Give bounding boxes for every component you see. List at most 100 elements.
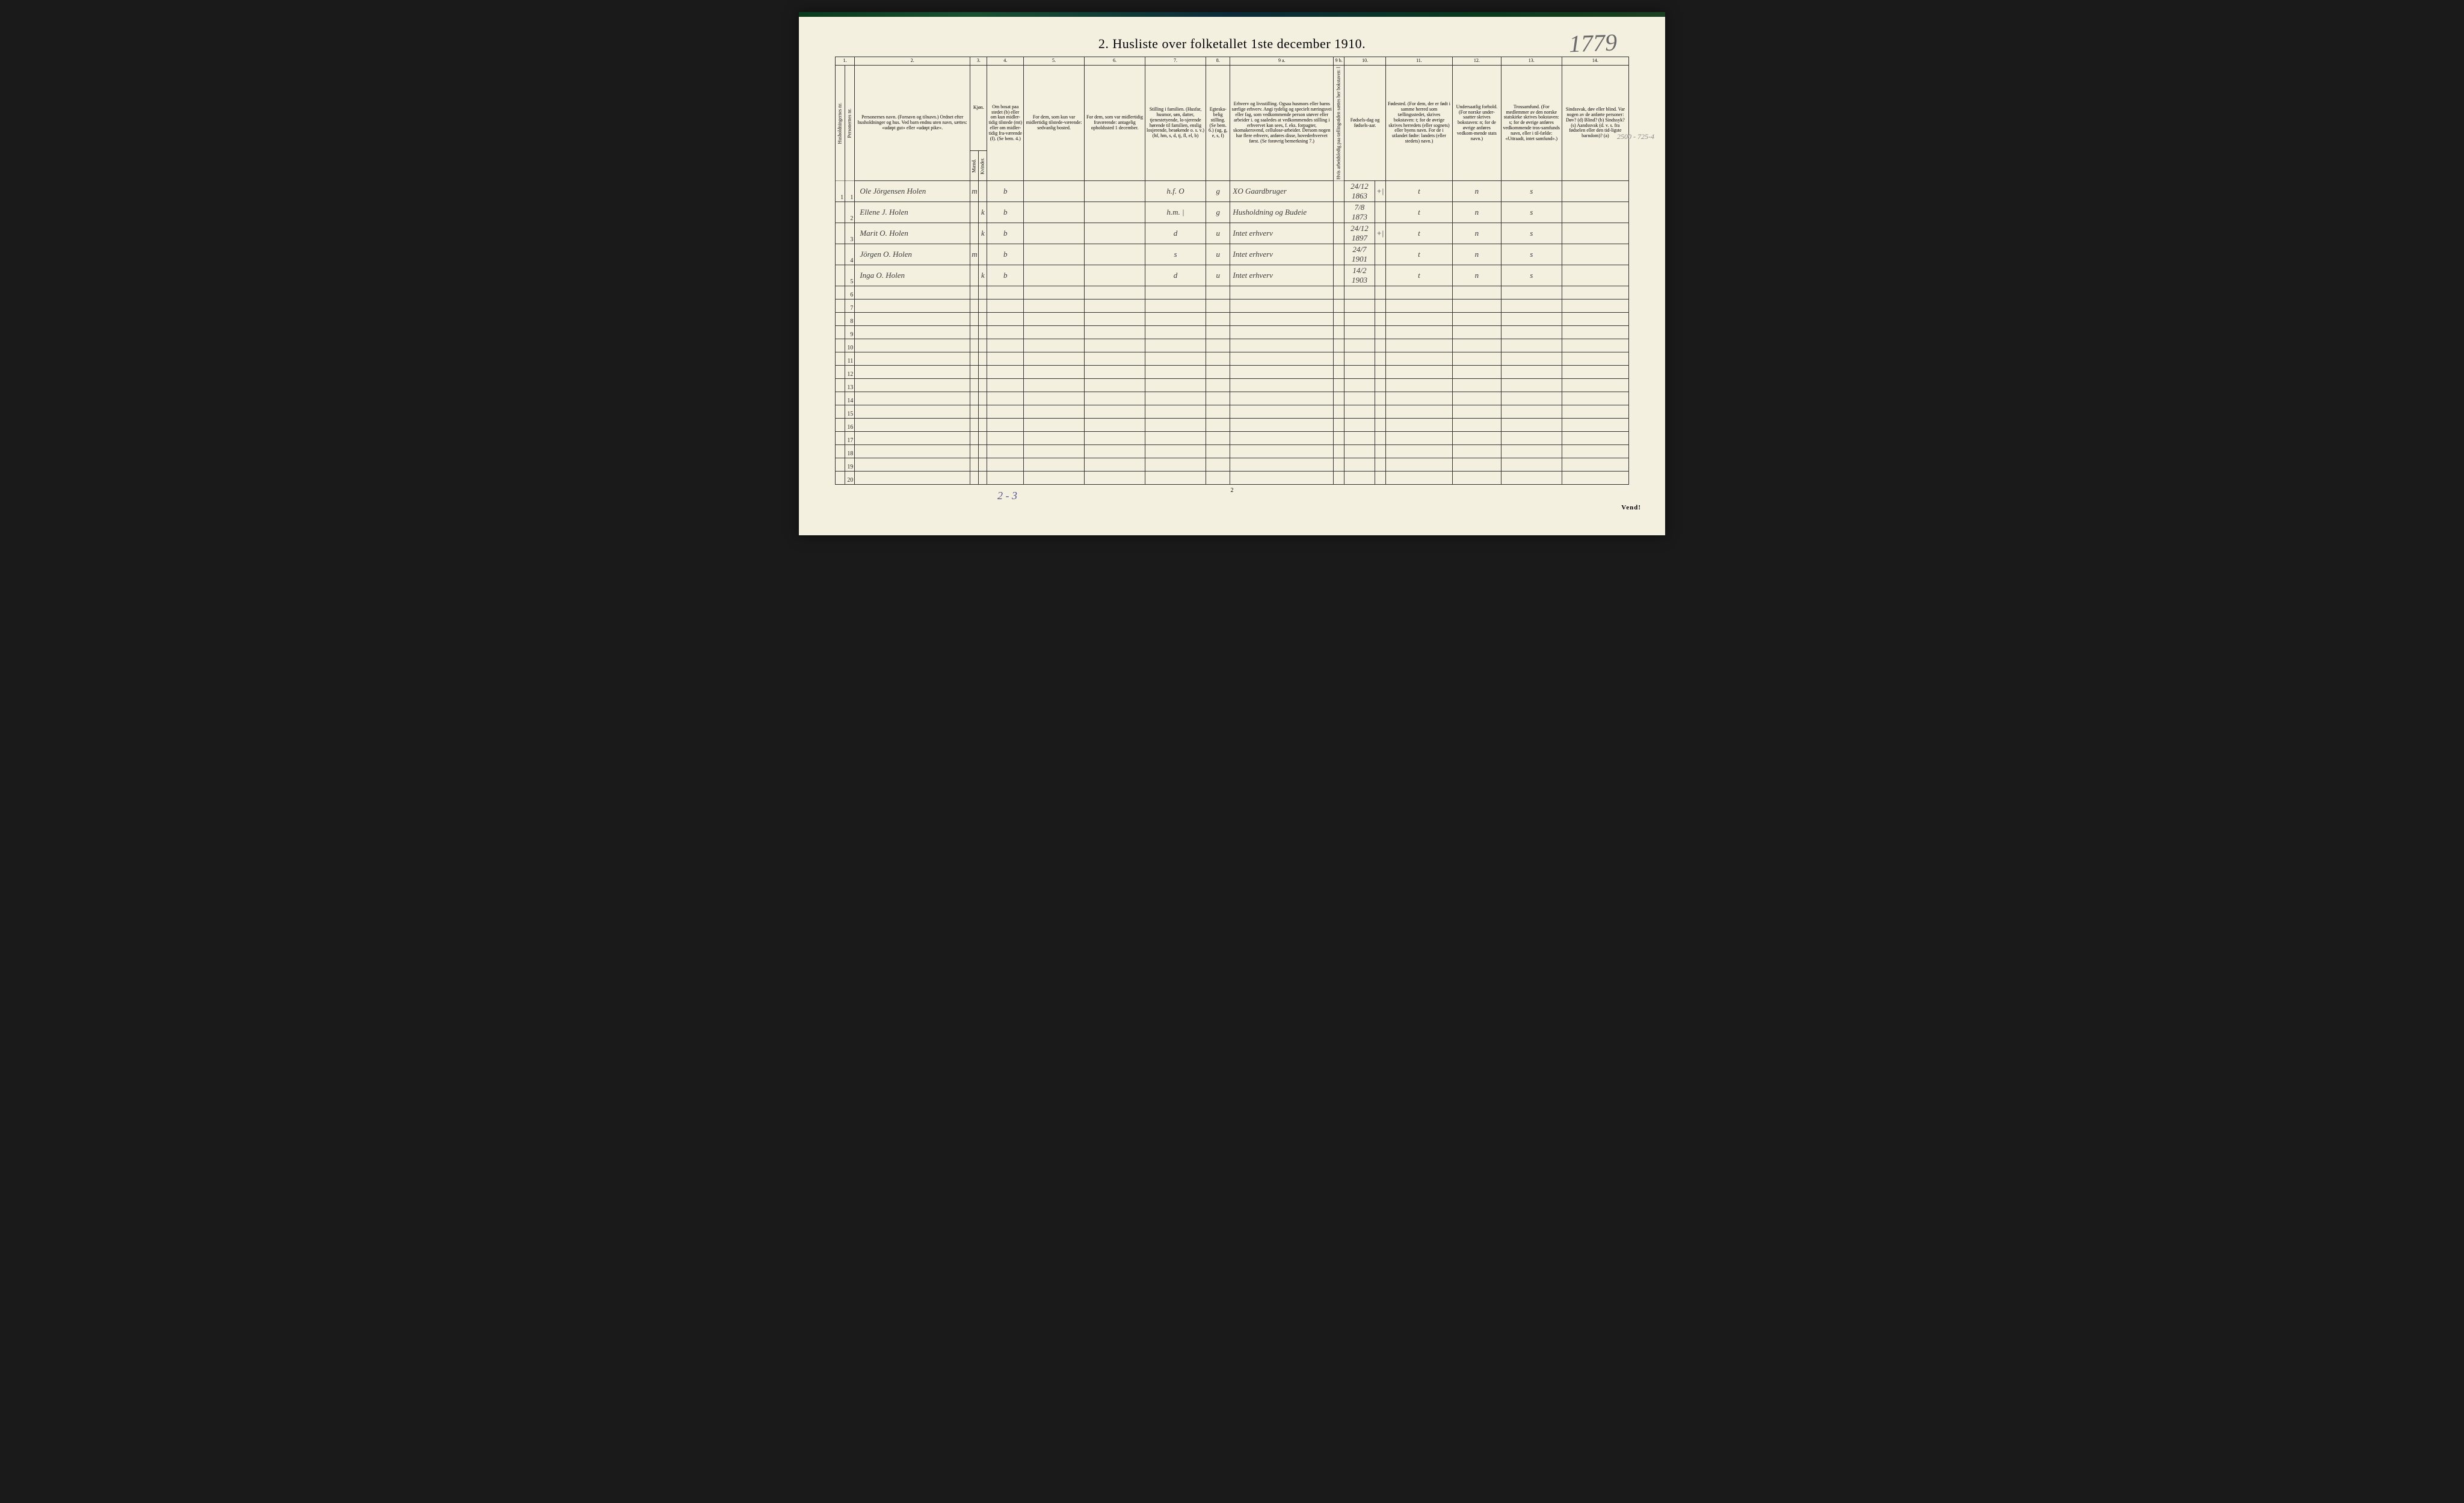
cell	[1453, 419, 1502, 432]
cell	[979, 339, 987, 352]
cell	[979, 405, 987, 419]
cell	[1085, 339, 1145, 352]
cell	[1344, 339, 1375, 352]
cell	[1562, 432, 1628, 445]
cell: Intet erhverv	[1230, 223, 1334, 244]
colnum-6: 6.	[1085, 57, 1145, 66]
cell: Ole Jörgensen Holen	[855, 181, 970, 202]
cell: n	[1453, 244, 1502, 265]
colnum-9a: 9 a.	[1230, 57, 1334, 66]
cell	[970, 286, 979, 300]
cell: s	[1501, 202, 1562, 223]
cell	[855, 326, 970, 339]
cell	[1562, 223, 1628, 244]
cell: h.f. O	[1145, 181, 1206, 202]
cell	[1334, 352, 1344, 366]
cell	[1453, 313, 1502, 326]
cell	[970, 339, 979, 352]
cell	[1385, 352, 1452, 366]
cell: 10	[845, 339, 855, 352]
table-row: 19	[836, 458, 1629, 472]
table-row: 9	[836, 326, 1629, 339]
cell	[1206, 458, 1230, 472]
cell	[1344, 432, 1375, 445]
cell	[855, 419, 970, 432]
handwritten-margin-note: 2500 - 725-4	[1617, 132, 1654, 141]
cell: 9	[845, 326, 855, 339]
cell	[836, 392, 845, 405]
cell	[836, 265, 845, 286]
cell	[970, 458, 979, 472]
cell	[1501, 432, 1562, 445]
cell: t	[1385, 244, 1452, 265]
cell	[987, 300, 1024, 313]
cell	[987, 339, 1024, 352]
cell	[1453, 300, 1502, 313]
cell: 18	[845, 445, 855, 458]
cell	[987, 326, 1024, 339]
hdr-sex: Kjøn.	[970, 66, 987, 151]
cell: 24/7 1901	[1344, 244, 1375, 265]
colnum-3: 3.	[970, 57, 987, 66]
cell	[836, 313, 845, 326]
cell	[855, 300, 970, 313]
cell	[1334, 339, 1344, 352]
colnum-7: 7.	[1145, 57, 1206, 66]
cell: 24/12 1863	[1344, 181, 1375, 202]
cell: m	[970, 244, 979, 265]
cell	[836, 379, 845, 392]
cell: 1	[836, 181, 845, 202]
cell: u	[1206, 244, 1230, 265]
cell	[970, 326, 979, 339]
cell: Intet erhverv	[1230, 244, 1334, 265]
cell	[1344, 313, 1375, 326]
cell	[1375, 352, 1385, 366]
cell	[1230, 432, 1334, 445]
cell: 11	[845, 352, 855, 366]
cell	[1085, 181, 1145, 202]
cell	[1145, 339, 1206, 352]
cell	[1085, 202, 1145, 223]
cell	[979, 366, 987, 379]
cell: n	[1453, 265, 1502, 286]
cell	[970, 445, 979, 458]
hdr-whereabouts: For dem, som var midlertidig fraværende:…	[1085, 66, 1145, 181]
cell	[1145, 405, 1206, 419]
column-number-row: 1. 2. 3. 4. 5. 6. 7. 8. 9 a. 9 b. 10. 11…	[836, 57, 1629, 66]
cell	[1230, 392, 1334, 405]
cell	[1385, 366, 1452, 379]
colnum-1: 1.	[836, 57, 855, 66]
cell: 16	[845, 419, 855, 432]
film-edge	[799, 12, 1665, 17]
cell	[1375, 286, 1385, 300]
cell	[979, 326, 987, 339]
cell	[1085, 286, 1145, 300]
table-row: 15	[836, 405, 1629, 419]
cell	[1145, 313, 1206, 326]
cell	[970, 405, 979, 419]
cell	[979, 379, 987, 392]
cell	[1501, 405, 1562, 419]
cell	[1024, 379, 1085, 392]
cell	[1024, 445, 1085, 458]
colnum-9b: 9 b.	[1334, 57, 1344, 66]
cell	[1453, 472, 1502, 485]
hdr-occupation: Erhverv og livsstilling. Ogsaa husmors e…	[1230, 66, 1334, 181]
cell	[979, 352, 987, 366]
cell	[1024, 223, 1085, 244]
cell	[836, 244, 845, 265]
cell	[1024, 352, 1085, 366]
cell	[1562, 419, 1628, 432]
table-body: 11Ole Jörgensen Holenmbh.f. OgXO Gaardbr…	[836, 181, 1629, 485]
table-row: 2Ellene J. Holenkbh.m. |gHusholdning og …	[836, 202, 1629, 223]
cell	[836, 458, 845, 472]
cell	[1334, 445, 1344, 458]
cell: 1	[845, 181, 855, 202]
cell	[1334, 244, 1344, 265]
table-row: 16	[836, 419, 1629, 432]
cell: +|	[1375, 181, 1385, 202]
cell	[855, 472, 970, 485]
cell	[836, 339, 845, 352]
cell	[987, 286, 1024, 300]
cell: 17	[845, 432, 855, 445]
